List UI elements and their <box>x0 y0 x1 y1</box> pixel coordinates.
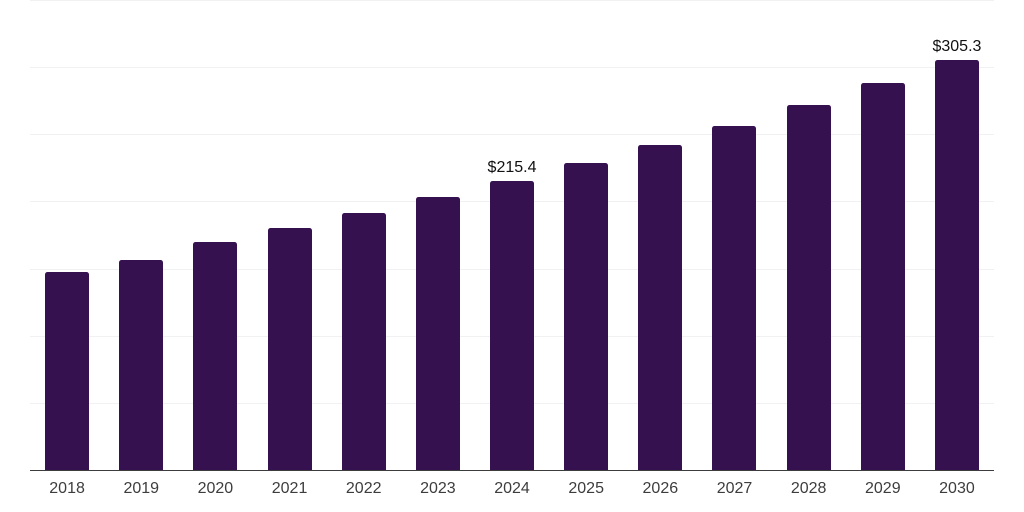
bar-2019[interactable] <box>119 259 164 470</box>
bar-band-2019 <box>104 0 178 470</box>
bar-band-2021 <box>252 0 326 470</box>
bar-series: $215.4 $305.3 <box>30 0 994 470</box>
x-tick-2029: 2029 <box>865 480 901 497</box>
x-tick-2018: 2018 <box>49 480 85 497</box>
bar-2027[interactable] <box>712 125 757 470</box>
bar-2028[interactable] <box>786 105 831 470</box>
x-tick-2021: 2021 <box>271 480 308 497</box>
bar-band-2029 <box>846 0 920 470</box>
bar-value-label-2024: $215.4 <box>487 158 537 176</box>
bar-2022[interactable] <box>341 212 386 470</box>
bar-band-2030: $305.3 <box>920 0 994 470</box>
bar-band-2022 <box>327 0 401 470</box>
bar-2020[interactable] <box>193 241 238 470</box>
bar-band-2027 <box>697 0 771 470</box>
bar-band-2025 <box>549 0 623 470</box>
bar-band-2020 <box>178 0 252 470</box>
x-tick-2020: 2020 <box>197 480 234 497</box>
bar-2026[interactable] <box>638 145 683 470</box>
bar-2029[interactable] <box>860 83 905 470</box>
bar-2021[interactable] <box>267 228 312 470</box>
x-tick-2030: 2030 <box>939 480 975 497</box>
bar-2030[interactable] <box>934 60 979 470</box>
x-tick-2023: 2023 <box>420 480 456 497</box>
x-tick-2022: 2022 <box>345 480 382 497</box>
x-tick-2027: 2027 <box>716 480 753 497</box>
x-tick-2019: 2019 <box>123 480 160 497</box>
bar-band-2023 <box>401 0 475 470</box>
x-axis: 2018 2019 2020 2021 2022 2023 2024 2025 2026 2027… <box>30 480 994 498</box>
bar-band-2024: $215.4 <box>475 0 549 470</box>
bar-chart: $215.4 $305.3 2018 2019 2020 2021 2022 2023 202… <box>30 0 994 498</box>
bar-band-2026 <box>623 0 697 470</box>
x-tick-2024: 2024 <box>494 480 530 497</box>
x-tick-2028: 2028 <box>790 480 827 497</box>
bar-2018[interactable] <box>45 272 90 470</box>
x-tick-2025: 2025 <box>568 480 604 497</box>
bar-2024[interactable] <box>490 180 535 470</box>
bar-value-label-2030: $305.3 <box>932 38 982 56</box>
bar-2025[interactable] <box>564 163 609 470</box>
bar-band-2028 <box>772 0 846 470</box>
bar-2023[interactable] <box>415 196 460 470</box>
plot-area: $215.4 $305.3 <box>30 0 994 471</box>
bar-band-2018 <box>30 0 104 470</box>
x-tick-2026: 2026 <box>642 480 679 497</box>
